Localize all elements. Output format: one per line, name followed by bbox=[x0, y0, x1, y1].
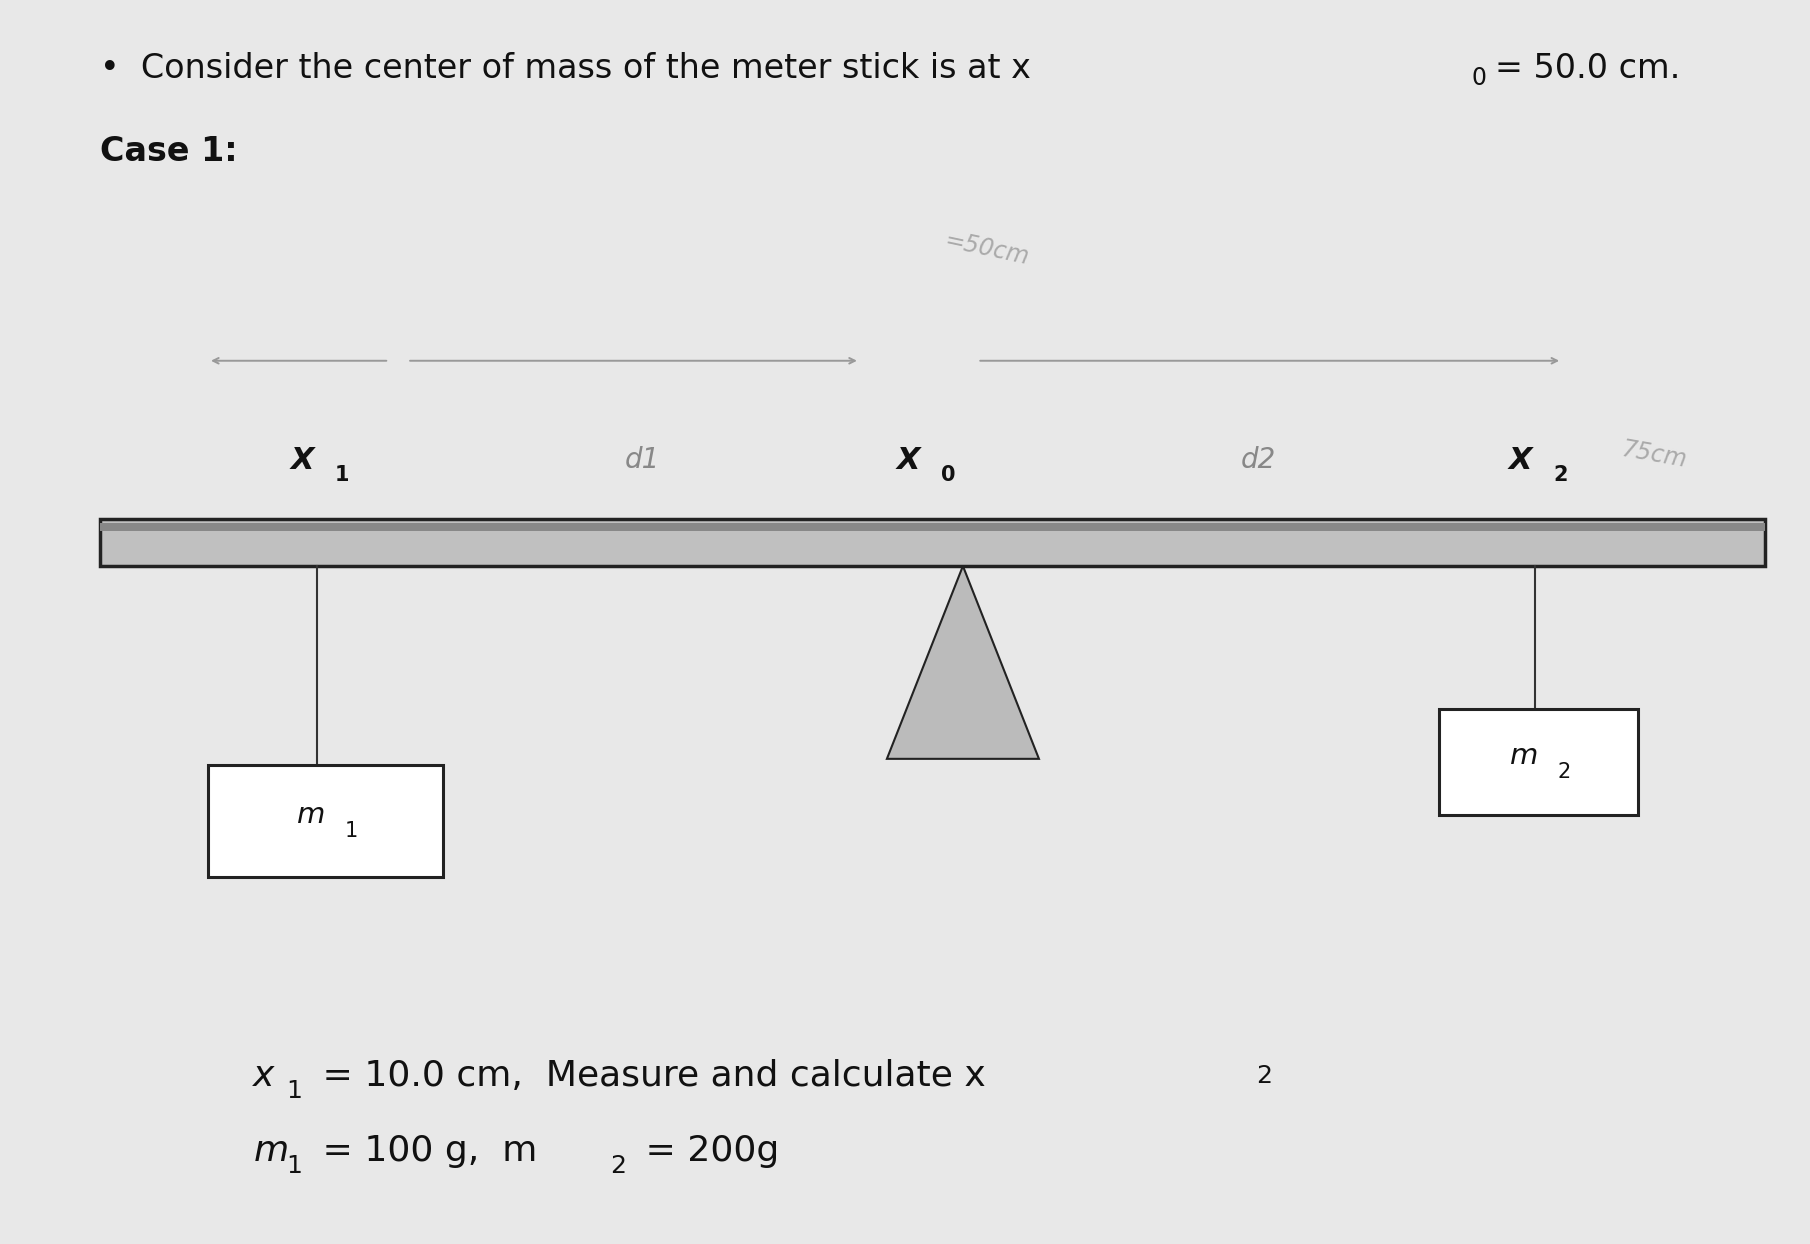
Text: 2: 2 bbox=[1553, 465, 1567, 485]
Bar bbox=[1439, 709, 1638, 815]
Text: X: X bbox=[898, 445, 919, 475]
Text: d2: d2 bbox=[1240, 447, 1276, 474]
Text: X: X bbox=[1510, 445, 1531, 475]
Text: 1: 1 bbox=[286, 1153, 302, 1178]
Text: =50cm: =50cm bbox=[941, 228, 1032, 270]
Text: 75cm: 75cm bbox=[1620, 438, 1689, 473]
Text: m: m bbox=[253, 1133, 288, 1168]
Text: = 10.0 cm,  Measure and calculate x: = 10.0 cm, Measure and calculate x bbox=[311, 1059, 986, 1093]
Text: = 100 g,  m: = 100 g, m bbox=[311, 1133, 538, 1168]
Bar bbox=[100, 524, 1765, 530]
Text: = 200g: = 200g bbox=[634, 1133, 778, 1168]
Text: 1: 1 bbox=[335, 465, 349, 485]
Text: •  Consider the center of mass of the meter stick is at x: • Consider the center of mass of the met… bbox=[100, 52, 1030, 85]
Text: 1: 1 bbox=[344, 821, 358, 841]
Text: 2: 2 bbox=[610, 1153, 626, 1178]
Bar bbox=[100, 519, 1765, 566]
Text: 2: 2 bbox=[1256, 1064, 1272, 1088]
Polygon shape bbox=[887, 566, 1039, 759]
Text: 2: 2 bbox=[1557, 761, 1571, 782]
Text: x: x bbox=[253, 1059, 275, 1093]
Text: Case 1:: Case 1: bbox=[100, 136, 237, 168]
Text: = 50.0 cm.: = 50.0 cm. bbox=[1495, 52, 1680, 85]
Bar bbox=[208, 765, 443, 877]
Text: X: X bbox=[291, 445, 313, 475]
Text: 0: 0 bbox=[941, 465, 956, 485]
Text: 1: 1 bbox=[286, 1079, 302, 1103]
Text: d1: d1 bbox=[624, 447, 661, 474]
Text: m: m bbox=[1510, 741, 1538, 770]
Text: m: m bbox=[297, 801, 326, 829]
Text: 0: 0 bbox=[1472, 66, 1486, 91]
